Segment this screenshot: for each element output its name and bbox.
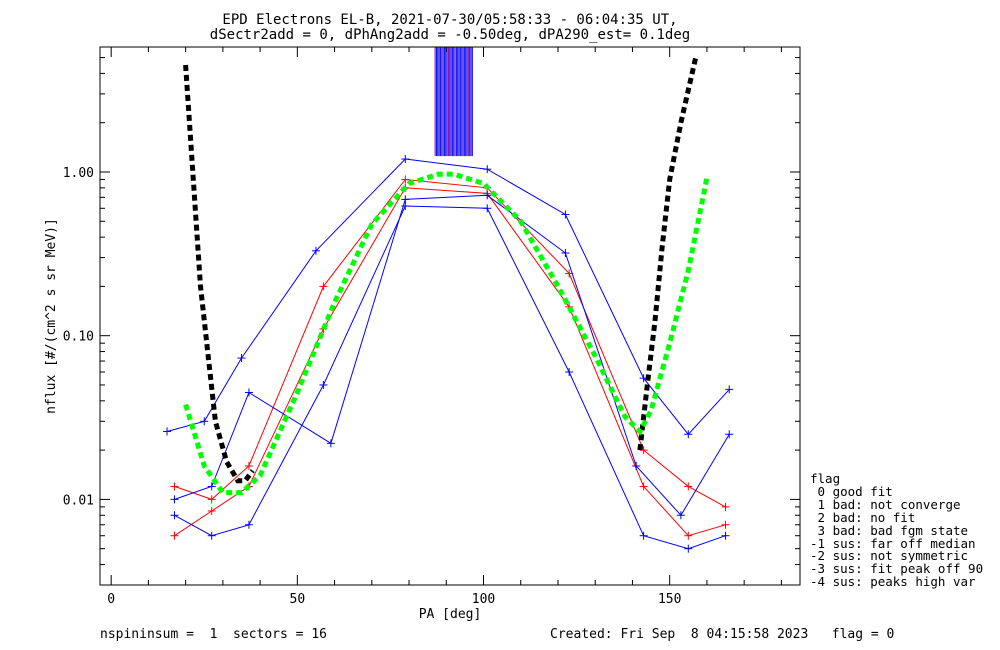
legend-item: 3 bad: bad fgm state — [810, 522, 969, 538]
legend-item: -3 sus: fit peak off 90 — [810, 561, 984, 577]
footer-left: nspininsum = 1 sectors = 16 — [100, 627, 327, 642]
x-tick-label: 0 — [107, 592, 115, 607]
legend-item: 1 bad: not converge — [810, 496, 961, 512]
legend-item: 2 bad: no fit — [810, 509, 916, 525]
model-fit-black-1 — [637, 57, 699, 451]
model-fit-green-2 — [183, 171, 710, 496]
series-line-4 — [174, 194, 730, 517]
plot-frame — [99, 46, 801, 586]
series-line-3 — [166, 158, 730, 436]
series-line-0 — [174, 187, 726, 537]
chart-title-line2: dSectr2add = 0, dPhAng2add = -0.50deg, d… — [210, 27, 690, 43]
y-tick-label: 1.00 — [63, 166, 94, 181]
flag-legend: flag 0 good fit 1 bad: not converge 2 ba… — [810, 471, 984, 590]
x-axis-label: PA [deg] — [419, 607, 482, 622]
chart-title-line1: EPD Electrons EL-B, 2021-07-30/05:58:33 … — [222, 12, 677, 28]
x-tick-label: 50 — [290, 592, 306, 607]
model-fit-black-0 — [183, 64, 255, 484]
legend-item: -2 sus: not symmetric — [810, 548, 969, 564]
legend-item: -4 sus: peaks high var — [810, 574, 976, 590]
y-axis-label: nflux [#/(cm^2 s sr MeV)] — [44, 218, 59, 414]
series-line-1 — [174, 178, 726, 508]
plot-area — [163, 47, 734, 553]
legend-item: -1 sus: far off median — [810, 535, 976, 551]
y-tick-label: 0.10 — [63, 330, 94, 345]
axes: 0 50 100 150 0.01 0.10 1.00 — [63, 47, 800, 607]
x-tick-label: 100 — [472, 592, 495, 607]
legend-item: 0 good fit — [810, 483, 893, 499]
plot-data — [163, 47, 734, 553]
y-tick-label: 0.01 — [63, 493, 94, 508]
x-tick-label: 150 — [658, 592, 681, 607]
series-line-2 — [174, 205, 726, 550]
footer-right: Created: Fri Sep 8 04:15:58 2023 flag = … — [550, 627, 895, 642]
legend-title: flag — [810, 471, 841, 486]
